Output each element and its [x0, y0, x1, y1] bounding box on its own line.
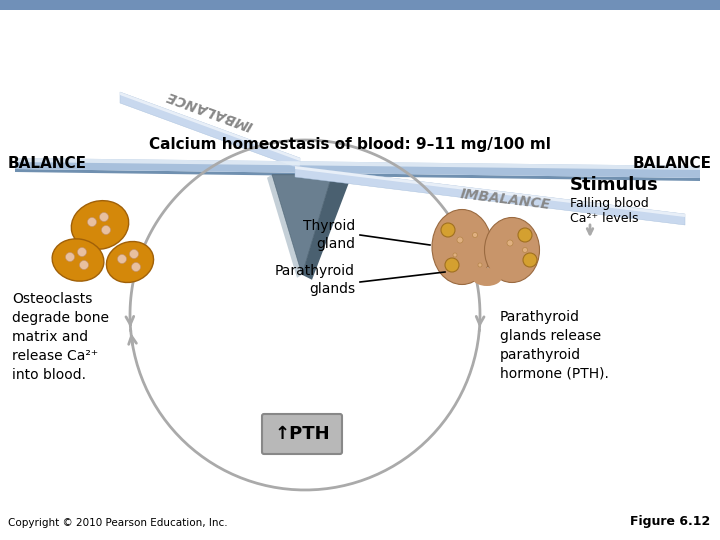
Text: BALANCE: BALANCE	[8, 157, 87, 172]
Circle shape	[457, 237, 463, 243]
Polygon shape	[302, 175, 350, 280]
Circle shape	[66, 253, 74, 261]
Ellipse shape	[107, 241, 153, 282]
Text: Stimulus: Stimulus	[570, 176, 659, 194]
Ellipse shape	[472, 268, 502, 286]
Text: Calcium homeostasis of blood: 9–11 mg/100 ml: Calcium homeostasis of blood: 9–11 mg/10…	[149, 137, 551, 152]
Text: BALANCE: BALANCE	[633, 157, 712, 172]
Polygon shape	[267, 175, 302, 278]
Circle shape	[445, 258, 459, 272]
Ellipse shape	[485, 218, 539, 282]
Ellipse shape	[432, 210, 492, 285]
Polygon shape	[295, 166, 685, 225]
Circle shape	[523, 253, 537, 267]
FancyBboxPatch shape	[262, 414, 342, 454]
Text: Parathyroid
glands release
parathyroid
hormone (PTH).: Parathyroid glands release parathyroid h…	[500, 310, 609, 381]
Circle shape	[78, 247, 86, 256]
Text: IMBALANCE: IMBALANCE	[165, 87, 255, 132]
Polygon shape	[15, 158, 700, 170]
Polygon shape	[272, 175, 332, 275]
Circle shape	[518, 228, 532, 242]
Text: Osteoclasts
degrade bone
matrix and
release Ca²⁺
into blood.: Osteoclasts degrade bone matrix and rele…	[12, 292, 109, 382]
Circle shape	[523, 247, 528, 253]
Circle shape	[132, 262, 140, 272]
Polygon shape	[295, 166, 685, 217]
Text: Thyroid
gland: Thyroid gland	[302, 219, 355, 251]
Bar	[0, 0, 720, 10]
Polygon shape	[15, 169, 700, 181]
Text: Ca²⁺ levels: Ca²⁺ levels	[570, 212, 639, 225]
Circle shape	[472, 233, 477, 238]
Ellipse shape	[52, 239, 104, 281]
Text: IMBALANCE: IMBALANCE	[459, 187, 551, 213]
Circle shape	[478, 263, 482, 267]
Circle shape	[507, 240, 513, 246]
Circle shape	[130, 249, 138, 259]
Polygon shape	[120, 92, 300, 161]
Polygon shape	[15, 158, 700, 178]
Circle shape	[102, 226, 110, 234]
Circle shape	[79, 260, 89, 269]
Text: Parathyroid
glands: Parathyroid glands	[275, 265, 355, 296]
Circle shape	[441, 223, 455, 237]
Text: ↑PTH: ↑PTH	[274, 425, 330, 443]
Ellipse shape	[71, 201, 129, 249]
Text: Copyright © 2010 Pearson Education, Inc.: Copyright © 2010 Pearson Education, Inc.	[8, 518, 228, 528]
Circle shape	[88, 218, 96, 226]
Text: Falling blood: Falling blood	[570, 198, 649, 211]
Circle shape	[99, 213, 109, 221]
Text: Figure 6.12: Figure 6.12	[630, 515, 710, 528]
Polygon shape	[120, 92, 300, 169]
Circle shape	[453, 253, 457, 257]
Circle shape	[117, 254, 127, 264]
